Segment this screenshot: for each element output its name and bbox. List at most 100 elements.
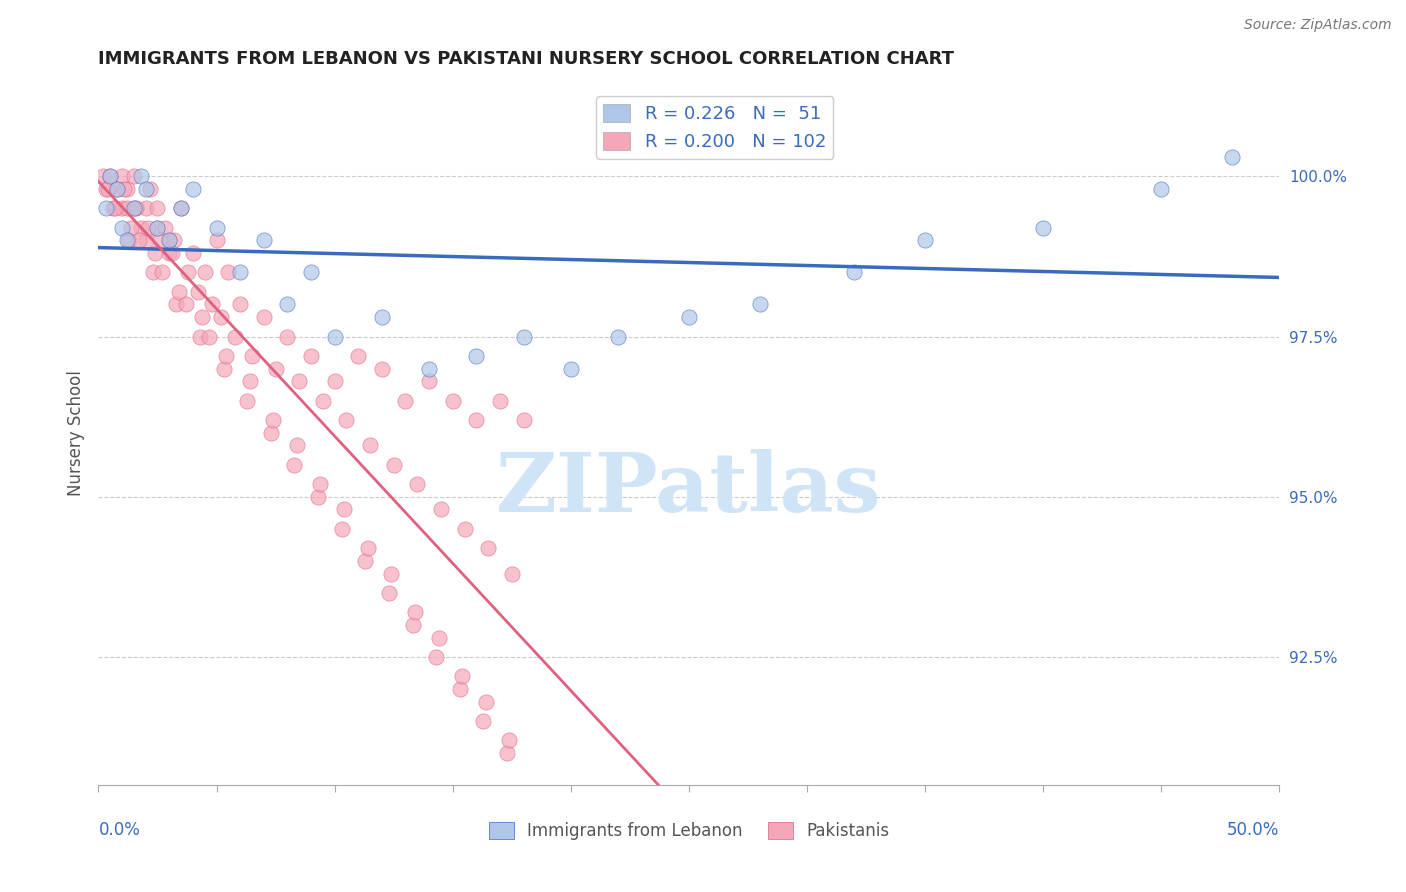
Point [382,458,405,472]
Point [142,265,165,279]
Text: 50.0%: 50.0% [1227,821,1279,838]
Text: ZIPatlas: ZIPatlas [496,449,882,529]
Point [299,349,322,363]
Point [111,220,134,235]
Point [441,393,464,408]
Point [512,413,534,427]
Point [262,413,284,427]
Point [105,182,128,196]
Point [217,265,239,279]
Y-axis label: Nursery School: Nursery School [66,369,84,496]
Point [135,202,157,216]
Point [115,182,138,196]
Point [333,502,356,516]
Point [146,220,169,235]
Text: IMMIGRANTS FROM LEBANON VS PAKISTANI NURSERY SCHOOL CORRELATION CHART: IMMIGRANTS FROM LEBANON VS PAKISTANI NUR… [98,50,955,68]
Text: 0.0%: 0.0% [98,821,141,838]
Point [115,202,138,216]
Point [112,182,135,196]
Point [285,438,308,452]
Point [283,458,305,472]
Point [678,310,700,325]
Point [475,695,498,709]
Point [451,669,474,683]
Point [1150,182,1173,196]
Point [501,566,523,581]
Point [98,169,121,184]
Point [427,631,450,645]
Point [347,349,370,363]
Point [312,393,335,408]
Point [229,297,252,311]
Point [229,265,252,279]
Point [118,234,141,248]
Point [330,522,353,536]
Point [121,220,143,235]
Point [115,234,138,248]
Point [153,220,176,235]
Point [98,169,121,184]
Point [240,349,263,363]
Point [401,617,423,632]
Point [150,265,173,279]
Point [201,297,224,311]
Point [181,246,204,260]
Point [94,182,117,196]
Point [512,329,534,343]
Point [143,246,166,260]
Point [748,297,770,311]
Point [122,169,145,184]
Point [187,285,209,299]
Point [188,329,211,343]
Point [149,234,172,248]
Point [97,182,120,196]
Point [170,202,193,216]
Point [129,220,152,235]
Point [111,169,134,184]
Point [430,502,453,516]
Point [122,202,145,216]
Point [359,438,381,452]
Point [844,265,866,279]
Point [136,220,159,235]
Point [299,265,322,279]
Point [139,182,162,196]
Point [209,310,232,325]
Point [129,169,152,184]
Point [94,202,117,216]
Point [236,393,259,408]
Point [165,297,187,311]
Point [371,310,394,325]
Point [560,361,582,376]
Point [239,375,262,389]
Point [177,265,200,279]
Point [477,541,499,555]
Point [453,522,475,536]
Point [607,329,630,343]
Point [157,234,180,248]
Point [215,349,238,363]
Point [163,234,186,248]
Point [264,361,287,376]
Point [498,733,520,747]
Point [378,586,401,600]
Point [104,202,127,216]
Point [181,182,204,196]
Point [449,681,471,696]
Point [914,234,936,248]
Point [465,349,488,363]
Point [276,329,298,343]
Point [167,285,190,299]
Point [111,202,134,216]
Point [404,605,426,619]
Point [170,202,193,216]
Point [465,413,488,427]
Point [472,714,495,728]
Point [380,566,402,581]
Point [394,393,416,408]
Point [135,182,157,196]
Point [101,202,124,216]
Point [489,393,512,408]
Point [253,310,276,325]
Point [91,169,114,184]
